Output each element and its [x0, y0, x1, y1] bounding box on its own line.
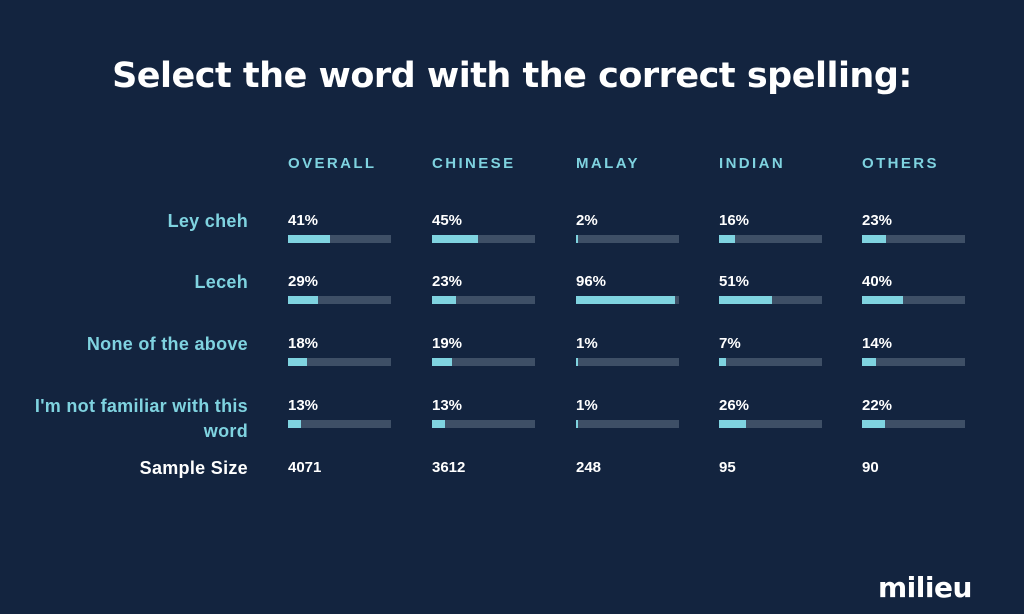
bar-track	[288, 420, 391, 428]
bar	[288, 296, 318, 304]
row-label: Ley cheh	[167, 211, 248, 231]
column-header-indian: INDIAN	[719, 155, 786, 172]
column-header-chinese: CHINESE	[432, 155, 516, 172]
sample-size-value: 248	[576, 459, 602, 476]
bar	[719, 235, 735, 243]
bar-track	[576, 235, 679, 243]
bar	[576, 358, 578, 366]
bar-track	[432, 358, 535, 366]
bar	[288, 420, 301, 428]
column-header-overall: OVERALL	[288, 155, 377, 172]
sample-size-value: 3612	[432, 459, 466, 476]
row-label: None of the above	[86, 334, 248, 354]
bar	[288, 235, 330, 243]
bar	[576, 235, 578, 243]
bar-track	[576, 420, 679, 428]
bar	[432, 235, 478, 243]
bar-track	[862, 235, 965, 243]
bar-track	[576, 358, 679, 366]
data-label: 1%	[576, 397, 598, 414]
data-label: 96%	[576, 273, 607, 290]
bar	[719, 420, 746, 428]
bar	[432, 296, 456, 304]
row-label: I'm not familiar with this word	[34, 396, 248, 441]
data-label: 51%	[719, 273, 750, 290]
bar	[862, 358, 876, 366]
data-label: 22%	[862, 397, 893, 414]
data-label: 18%	[288, 335, 319, 352]
bar-track	[719, 358, 822, 366]
data-label: 29%	[288, 273, 319, 290]
data-label: 40%	[862, 273, 893, 290]
chart-title: Select the word with the correct spellin…	[112, 56, 912, 96]
sample-size-label: Sample Size	[139, 458, 248, 478]
bar	[432, 420, 445, 428]
bar	[719, 358, 726, 366]
bar-track	[288, 296, 391, 304]
bar-track	[576, 296, 679, 304]
bar	[862, 420, 885, 428]
data-label: 14%	[862, 335, 893, 352]
bar-track	[288, 358, 391, 366]
data-label: 2%	[576, 212, 598, 229]
brand-logo: milieu	[878, 571, 972, 604]
sample-size-value: 95	[719, 459, 736, 476]
bar-track	[719, 296, 822, 304]
bar-track	[862, 420, 965, 428]
sample-size-value: 90	[862, 459, 879, 476]
data-label: 23%	[862, 212, 893, 229]
data-label: 7%	[719, 335, 741, 352]
bar	[288, 358, 307, 366]
data-label: 16%	[719, 212, 750, 229]
data-label: 13%	[288, 397, 319, 414]
bar	[576, 296, 675, 304]
bar-track	[719, 420, 822, 428]
bar	[719, 296, 772, 304]
bar-track	[432, 235, 535, 243]
row-label: Leceh	[194, 272, 248, 292]
data-label: 41%	[288, 212, 319, 229]
sample-size-value: 4071	[288, 459, 322, 476]
column-header-malay: MALAY	[576, 155, 640, 172]
bar	[432, 358, 452, 366]
data-label: 13%	[432, 397, 463, 414]
bar-track	[862, 296, 965, 304]
bar-track	[862, 358, 965, 366]
bar	[576, 420, 578, 428]
data-label: 1%	[576, 335, 598, 352]
bar-track	[432, 420, 535, 428]
data-label: 45%	[432, 212, 463, 229]
bar	[862, 235, 886, 243]
bar-track	[288, 235, 391, 243]
bar-track	[719, 235, 822, 243]
bar	[862, 296, 903, 304]
data-label: 23%	[432, 273, 463, 290]
column-header-others: OTHERS	[862, 155, 939, 172]
data-label: 19%	[432, 335, 463, 352]
data-label: 26%	[719, 397, 750, 414]
bar-track	[432, 296, 535, 304]
